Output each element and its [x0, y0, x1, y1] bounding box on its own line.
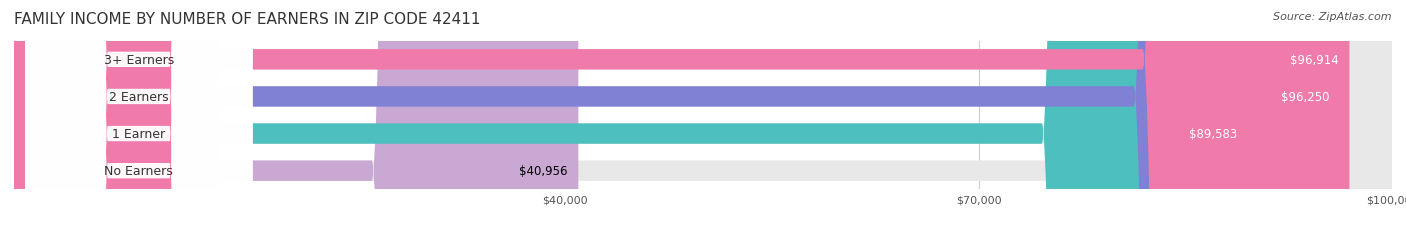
FancyBboxPatch shape	[25, 0, 253, 231]
Text: 2 Earners: 2 Earners	[108, 91, 169, 103]
Text: Source: ZipAtlas.com: Source: ZipAtlas.com	[1274, 12, 1392, 21]
FancyBboxPatch shape	[14, 0, 1392, 231]
FancyBboxPatch shape	[14, 0, 1350, 231]
Text: 1 Earner: 1 Earner	[112, 128, 166, 140]
Text: FAMILY INCOME BY NUMBER OF EARNERS IN ZIP CODE 42411: FAMILY INCOME BY NUMBER OF EARNERS IN ZI…	[14, 12, 481, 27]
Text: $96,250: $96,250	[1281, 91, 1329, 103]
FancyBboxPatch shape	[14, 0, 1392, 231]
FancyBboxPatch shape	[14, 0, 1392, 231]
Text: No Earners: No Earners	[104, 164, 173, 177]
FancyBboxPatch shape	[14, 0, 1340, 231]
Text: $96,914: $96,914	[1289, 54, 1339, 67]
FancyBboxPatch shape	[25, 0, 253, 231]
FancyBboxPatch shape	[14, 0, 1249, 231]
Text: $40,956: $40,956	[519, 164, 568, 177]
Text: 3+ Earners: 3+ Earners	[104, 54, 174, 67]
FancyBboxPatch shape	[25, 0, 253, 231]
FancyBboxPatch shape	[25, 0, 253, 231]
FancyBboxPatch shape	[14, 0, 1392, 231]
FancyBboxPatch shape	[14, 0, 578, 231]
Text: $89,583: $89,583	[1189, 128, 1237, 140]
